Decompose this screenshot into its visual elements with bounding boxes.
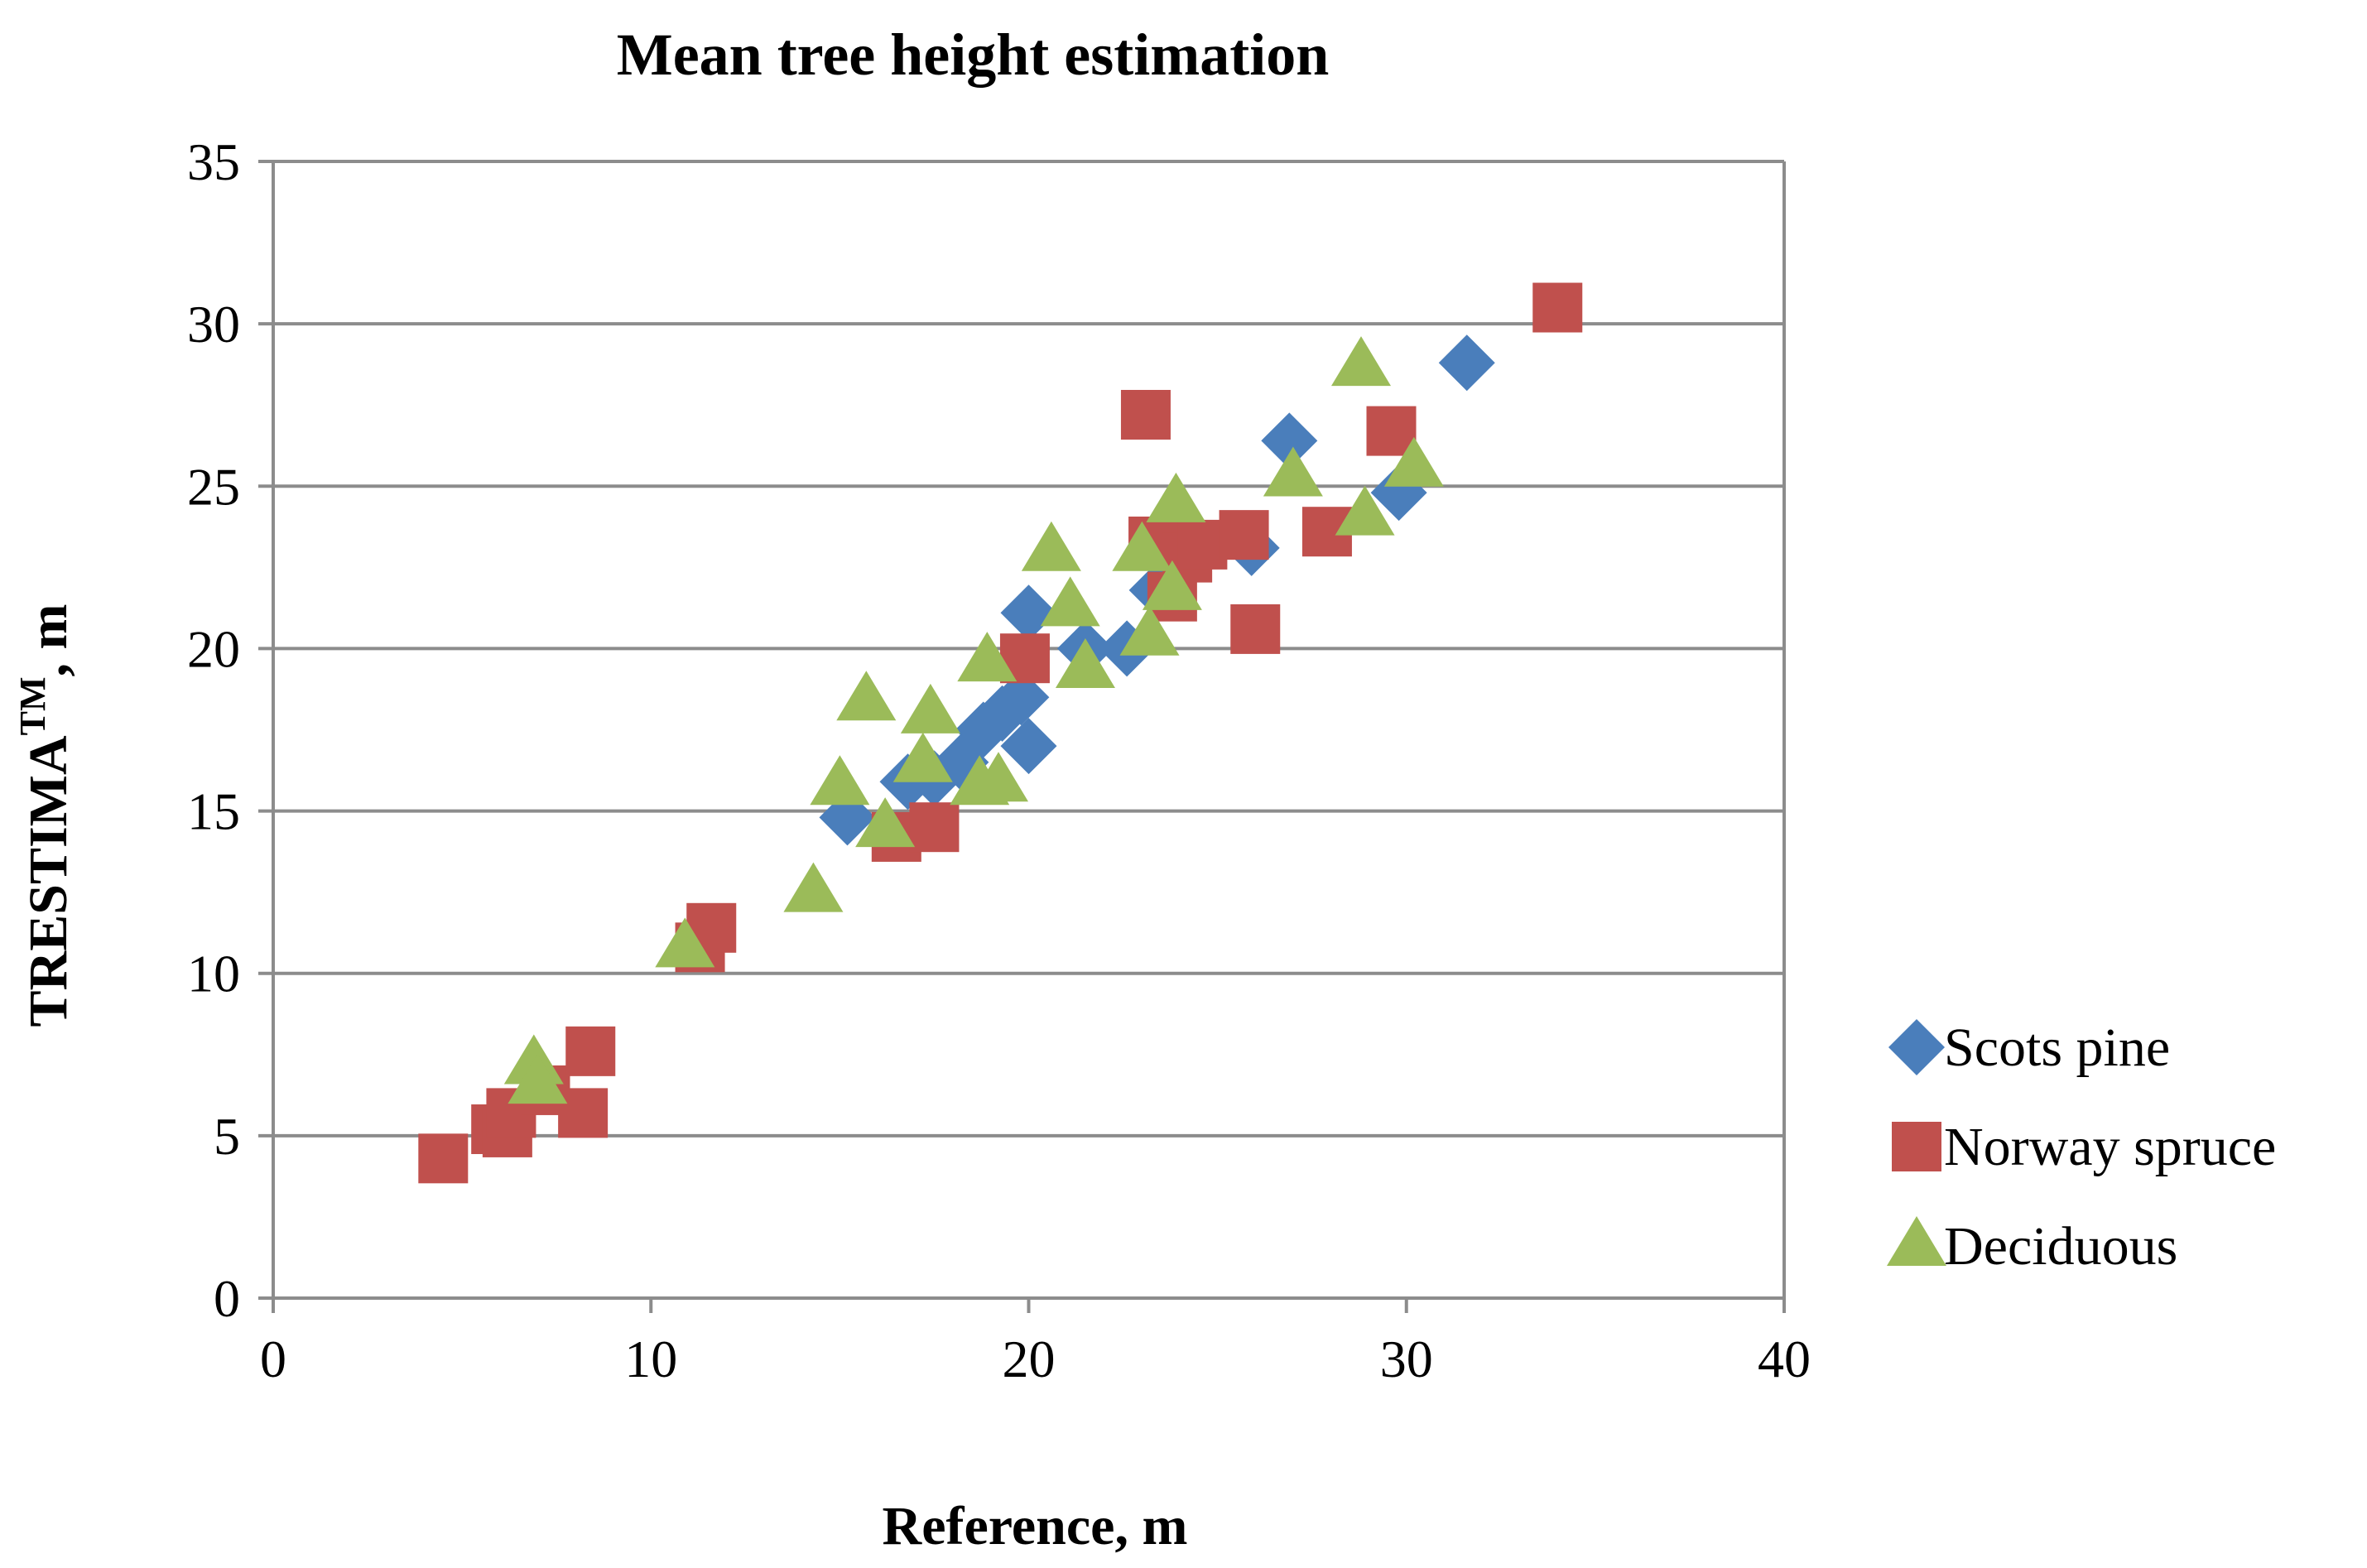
- y-tick-label: 15: [187, 782, 240, 841]
- point-norway-spruce: [565, 1026, 616, 1076]
- y-tick-label: 20: [187, 619, 240, 678]
- series-scots-pine: [819, 334, 1495, 846]
- point-deciduous: [1335, 485, 1395, 536]
- chart-title: Mean tree height estimation: [617, 22, 1329, 88]
- point-deciduous: [900, 683, 960, 733]
- point-deciduous: [1263, 446, 1323, 497]
- x-tick-label: 20: [1003, 1330, 1056, 1388]
- point-scots-pine: [993, 669, 1050, 726]
- point-norway-spruce: [1230, 604, 1281, 654]
- point-deciduous: [810, 755, 870, 806]
- legend-label-scots-pine: Scots pine: [1944, 1017, 2170, 1078]
- legend-label-norway-spruce: Norway spruce: [1944, 1117, 2276, 1177]
- point-deciduous: [1055, 637, 1115, 688]
- data-points: [418, 282, 1583, 1184]
- y-tick-label: 0: [214, 1269, 240, 1328]
- x-tick-label: 40: [1758, 1330, 1811, 1388]
- legend-marker-deciduous: [1887, 1216, 1946, 1266]
- point-deciduous: [1142, 560, 1202, 610]
- series-deciduous: [503, 336, 1444, 1104]
- point-deciduous: [1383, 436, 1444, 487]
- legend: Scots pine Norway spruce Deciduous: [1887, 1017, 2276, 1277]
- point-norway-spruce: [1177, 519, 1228, 570]
- point-deciduous: [1021, 521, 1081, 571]
- y-tick-label: 35: [187, 132, 240, 191]
- legend-item-deciduous: Deciduous: [1887, 1216, 2177, 1277]
- point-deciduous: [1119, 605, 1180, 656]
- point-deciduous: [783, 862, 844, 912]
- point-deciduous: [1112, 521, 1172, 571]
- y-tick-label: 25: [187, 457, 240, 516]
- point-deciduous: [655, 917, 715, 968]
- point-scots-pine: [1000, 584, 1057, 642]
- legend-marker-scots-pine: [1888, 1019, 1945, 1075]
- legend-item-scots-pine: Scots pine: [1888, 1017, 2170, 1078]
- y-tick-label: 10: [187, 945, 240, 1003]
- point-deciduous: [1331, 336, 1391, 387]
- x-tick-label: 0: [260, 1330, 286, 1388]
- point-scots-pine: [1000, 718, 1057, 775]
- point-norway-spruce: [1219, 510, 1269, 560]
- x-tick-label: 10: [624, 1330, 677, 1388]
- point-deciduous: [969, 752, 1028, 802]
- point-deciduous: [855, 797, 916, 848]
- point-deciduous: [508, 1054, 568, 1104]
- point-deciduous: [503, 1034, 564, 1085]
- gridlines: [273, 160, 1784, 1138]
- point-deciduous: [1146, 472, 1206, 522]
- y-tick-labels: 0 5 10 15 20 25 30 35: [187, 132, 240, 1328]
- point-deciduous: [1040, 576, 1100, 627]
- y-tick-label: 30: [187, 295, 240, 354]
- point-scots-pine: [1261, 412, 1318, 469]
- y-axis-title: TRESTIMATM, m: [12, 604, 79, 1027]
- y-axis-title-units: , m: [18, 604, 79, 677]
- x-tick-labels: 0 10 20 30 40: [260, 1330, 1811, 1388]
- legend-label-deciduous: Deciduous: [1944, 1216, 2177, 1277]
- point-norway-spruce: [1120, 389, 1171, 440]
- point-deciduous: [836, 671, 897, 721]
- legend-marker-norway-spruce: [1892, 1122, 1941, 1171]
- point-norway-spruce: [1532, 282, 1583, 333]
- x-tick-label: 30: [1380, 1330, 1433, 1388]
- legend-item-norway-spruce: Norway spruce: [1892, 1117, 2276, 1177]
- point-norway-spruce: [418, 1133, 469, 1184]
- point-deciduous: [957, 632, 1018, 682]
- point-norway-spruce: [909, 802, 960, 853]
- x-axis-title: Reference, m: [883, 1496, 1188, 1556]
- point-norway-spruce: [558, 1088, 609, 1138]
- y-axis-title-superscript: TM: [12, 677, 53, 736]
- point-deciduous: [892, 732, 953, 782]
- y-axis-title-main: TRESTIMA: [18, 735, 79, 1027]
- point-scots-pine: [1438, 334, 1495, 392]
- y-tick-label: 5: [214, 1107, 240, 1166]
- axes: [258, 160, 1786, 1313]
